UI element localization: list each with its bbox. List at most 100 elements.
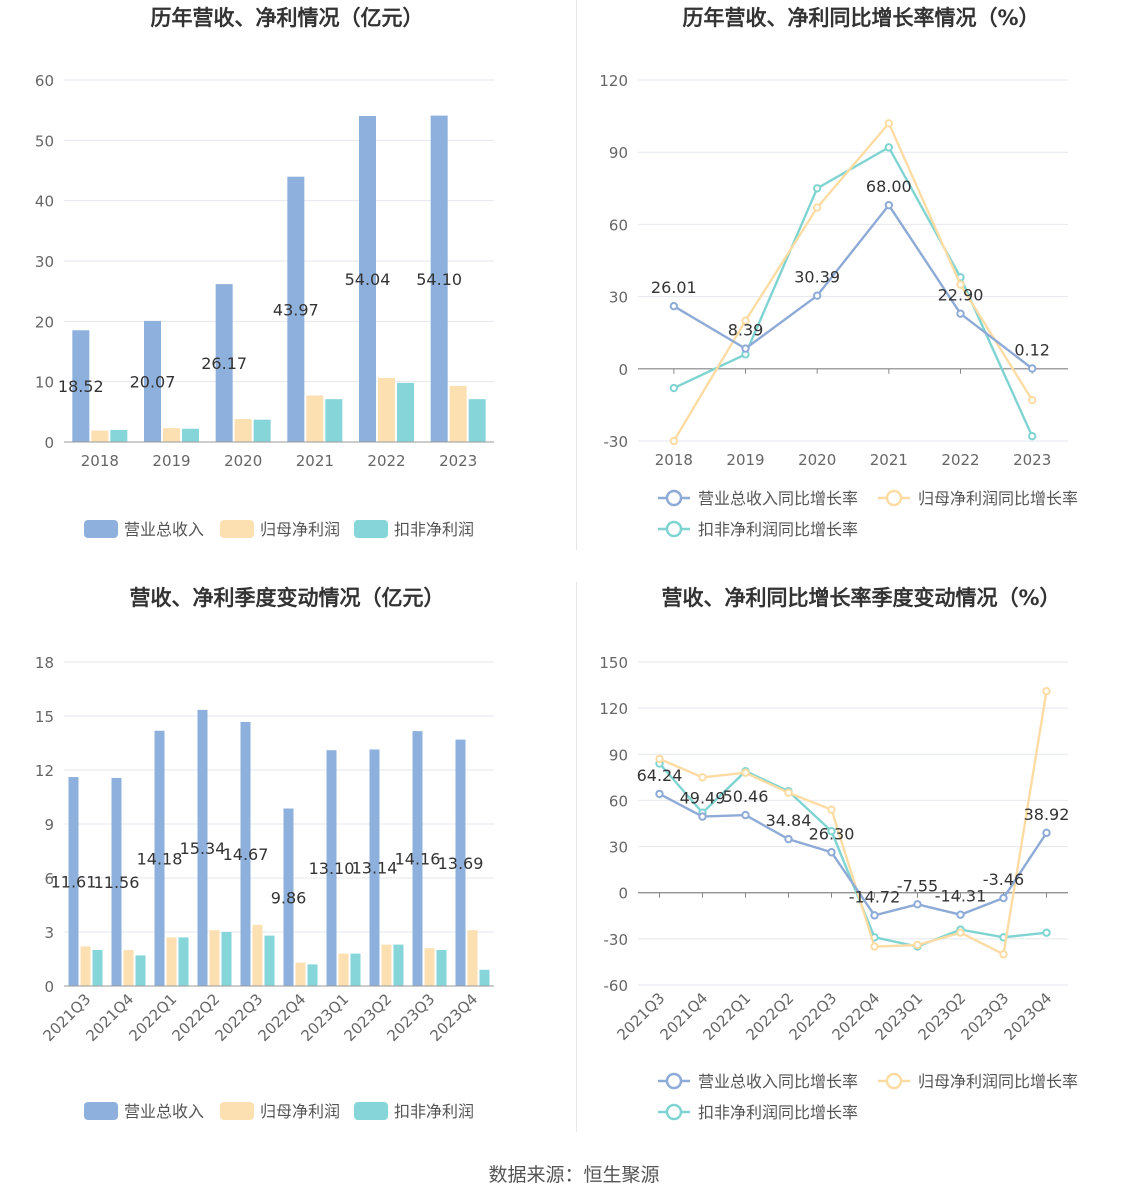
bar [326, 750, 337, 986]
data-point [884, 200, 894, 210]
data-point [812, 291, 822, 300]
bar [307, 964, 318, 986]
bar [397, 382, 414, 442]
data-point [1042, 687, 1051, 696]
bar [393, 944, 404, 986]
bar [306, 395, 324, 442]
bar [221, 932, 232, 986]
data-label: 13.10 [309, 859, 355, 878]
bar [350, 953, 361, 986]
data-point [1027, 431, 1037, 441]
y-tick-label: 30 [609, 289, 628, 307]
bar [253, 419, 271, 442]
legend-label: 扣非净利润同比增长率 [698, 520, 858, 539]
bar [80, 946, 91, 986]
y-tick-label: 50 [35, 132, 54, 150]
data-point [655, 789, 664, 799]
legend-swatch [354, 1102, 388, 1120]
legend-label: 营业总收入 [124, 520, 204, 539]
bar [144, 320, 161, 442]
data-point [827, 826, 836, 836]
y-tick-label: 60 [609, 792, 628, 810]
legend-circle-marker [665, 1072, 683, 1090]
x-tick-label: 2023Q4 [427, 990, 482, 1045]
bar [325, 399, 343, 442]
chart-title: 历年营收、净利同比增长率情况（%） [682, 6, 1039, 30]
bar [135, 955, 146, 986]
data-point [827, 848, 836, 857]
data-label: 30.39 [794, 268, 840, 287]
bar [182, 428, 199, 442]
data-label: 15.34 [180, 839, 226, 858]
legend-swatch [84, 520, 118, 538]
y-tick-label: 30 [35, 253, 54, 271]
data-point [870, 911, 879, 920]
bar [123, 950, 134, 986]
data-point [956, 280, 965, 289]
data-label: 18.52 [58, 377, 104, 396]
data-point [999, 950, 1008, 959]
data-label: -14.72 [849, 887, 901, 906]
legend-label: 营业总收入 [124, 1102, 204, 1121]
chart-title: 营收、净利季度变动情况（亿元） [130, 586, 445, 610]
chart-panel-annual-growth: 历年营收、净利同比增长率情况（%） -30 0 30 60 90 120 26.01 8.39 3… [574, 0, 1148, 580]
vertical-divider-top [576, 0, 577, 550]
legend-label: 归母净利润 [260, 1102, 340, 1121]
bar [154, 730, 165, 986]
series-line [658, 792, 1048, 917]
y-tick-label: 90 [609, 144, 628, 162]
legend-label: 归母净利润同比增长率 [918, 1072, 1078, 1091]
x-tick-label: 2021 [870, 451, 908, 469]
y-tick-label: 15 [35, 708, 54, 726]
y-tick-label: 40 [35, 193, 54, 211]
bar [72, 330, 90, 442]
data-label: -7.55 [897, 876, 938, 895]
data-point [698, 773, 707, 782]
data-label: 68.00 [866, 177, 912, 196]
chart-panel-quarterly-growth: 营收、净利同比增长率季度变动情况（%） -60 -30 0 30 60 90 120 150 64… [574, 580, 1148, 1160]
chart-panel-annual-values: 历年营收、净利情况（亿元） 0 10 20 30 40 50 60 18.52 20.07 26.1… [0, 0, 574, 580]
x-tick-label: 2020 [224, 452, 262, 470]
bar [166, 937, 177, 986]
data-point [827, 805, 836, 814]
bar [369, 749, 380, 986]
bar [111, 777, 122, 986]
legend-circle-marker [665, 1103, 683, 1121]
data-point [956, 910, 965, 919]
data-point [884, 119, 894, 128]
annual-revenue-profit-chart: 历年营收、净利情况（亿元） 0 10 20 30 40 50 60 18.52 20.07 26.1… [35, 6, 494, 539]
annual-growth-rate-chart: 历年营收、净利同比增长率情况（%） -30 0 30 60 90 120 26.01 8.39 3… [599, 6, 1078, 539]
bar [264, 935, 275, 986]
series-line [672, 121, 1034, 442]
data-point [884, 143, 894, 152]
bar [91, 430, 109, 442]
data-point [956, 309, 965, 318]
bar [412, 731, 423, 986]
bar [436, 950, 447, 986]
data-label: 38.92 [1024, 805, 1070, 824]
vertical-divider-bottom [576, 582, 577, 1132]
data-point [669, 383, 679, 393]
data-point [741, 768, 750, 777]
bar [449, 385, 467, 442]
x-tick-label: 2019 [152, 452, 190, 470]
x-tick-label: 2021 [296, 452, 334, 470]
y-tick-label: 12 [35, 762, 54, 780]
data-point [913, 900, 922, 909]
data-label: 13.69 [438, 854, 484, 873]
bar [338, 953, 349, 986]
data-label: 8.39 [728, 321, 764, 340]
quarterly-growth-rate-chart: 营收、净利同比增长率季度变动情况（%） -60 -30 0 30 60 90 120 150 64… [599, 586, 1078, 1122]
bar [283, 808, 294, 986]
data-label: 26.01 [651, 278, 697, 297]
legend-swatch [354, 520, 388, 538]
data-point [1042, 828, 1051, 838]
y-tick-label: 0 [44, 978, 54, 996]
y-tick-label: 150 [599, 654, 628, 672]
legend-circle-marker [665, 489, 683, 507]
y-tick-label: -60 [604, 977, 629, 995]
bar [252, 924, 263, 986]
legend-label: 归母净利润同比增长率 [918, 489, 1078, 508]
x-tick-label: 2018 [81, 452, 119, 470]
